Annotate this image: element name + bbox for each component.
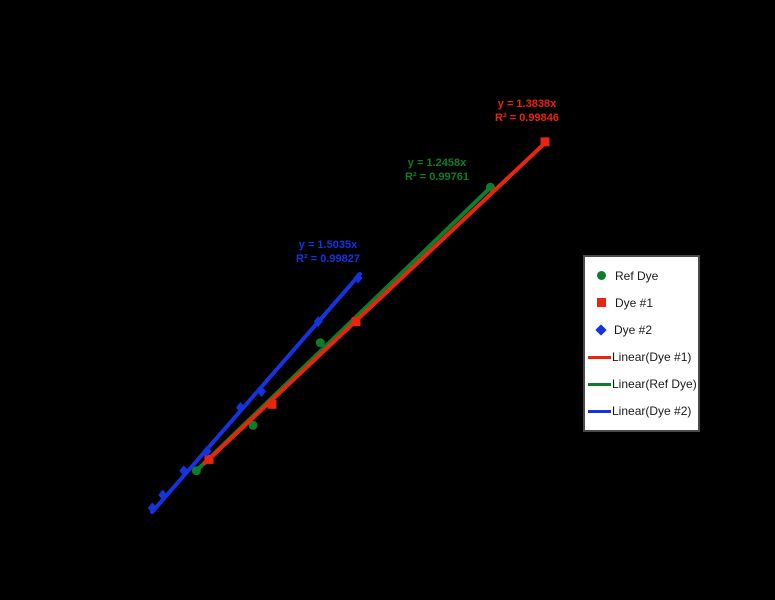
square-marker-icon xyxy=(597,298,606,308)
r-squared-text: R² = 0.99846 xyxy=(495,112,559,124)
trendline-dye-1 xyxy=(203,140,547,465)
data-point-ref-dye xyxy=(248,420,258,430)
data-point-dye-2 xyxy=(313,316,323,328)
legend-label: Ref Dye xyxy=(615,268,659,283)
legend-label: Linear(Dye #2) xyxy=(612,404,692,419)
data-point-dye-2 xyxy=(257,385,266,397)
legend-label: Linear(Dye #1) xyxy=(612,350,692,365)
data-point-ref-dye xyxy=(315,338,325,348)
legend-item-linear-ref-dye: Linear(Ref Dye) xyxy=(585,371,698,397)
data-point-dye-1 xyxy=(540,137,550,147)
r-squared-text: R² = 0.99761 xyxy=(405,171,469,183)
line-marker-icon xyxy=(588,382,611,386)
legend-label: Linear(Ref Dye) xyxy=(612,377,697,392)
circle-marker-icon xyxy=(597,271,606,281)
legend-item-linear-dye2: Linear(Dye #2) xyxy=(585,398,698,424)
data-point-dye-2 xyxy=(147,502,157,514)
trendline-dye-2 xyxy=(150,272,362,515)
legend-label: Dye #1 xyxy=(615,295,654,310)
data-point-dye-1 xyxy=(351,317,361,327)
equation-annotation-dye1: y = 1.3838x R² = 0.99846 xyxy=(495,97,559,125)
diamond-marker-icon xyxy=(595,324,607,336)
legend-item-dye2: Dye #2 xyxy=(585,317,698,343)
data-point-dye-2 xyxy=(353,272,363,284)
data-point-dye-1 xyxy=(204,454,214,464)
data-point-dye-1 xyxy=(267,399,277,409)
data-point-dye-2 xyxy=(202,445,212,457)
legend-label: Dye #2 xyxy=(614,322,653,337)
legend-box: Ref Dye Dye #1 Dye #2 Linear(Dye #1) Lin… xyxy=(583,255,700,432)
data-point-dye-2 xyxy=(179,465,189,477)
legend-item-linear-dye1: Linear(Dye #1) xyxy=(585,344,698,370)
equation-text: y = 1.5035x xyxy=(298,239,358,251)
equation-annotation-refdye: y = 1.2458x R² = 0.99761 xyxy=(405,156,469,184)
equation-text: y = 1.2458x xyxy=(407,157,467,169)
line-marker-icon xyxy=(588,409,611,413)
data-point-dye-2 xyxy=(158,489,168,501)
r-squared-text: R² = 0.99827 xyxy=(296,253,360,265)
equation-text: y = 1.3838x xyxy=(497,98,557,110)
line-marker-icon xyxy=(588,355,611,359)
data-point-dye-2 xyxy=(236,402,245,414)
legend-item-dye1: Dye #1 xyxy=(585,290,698,316)
legend-item-ref-dye: Ref Dye xyxy=(585,263,698,289)
equation-annotation-dye2: y = 1.5035x R² = 0.99827 xyxy=(296,238,360,266)
